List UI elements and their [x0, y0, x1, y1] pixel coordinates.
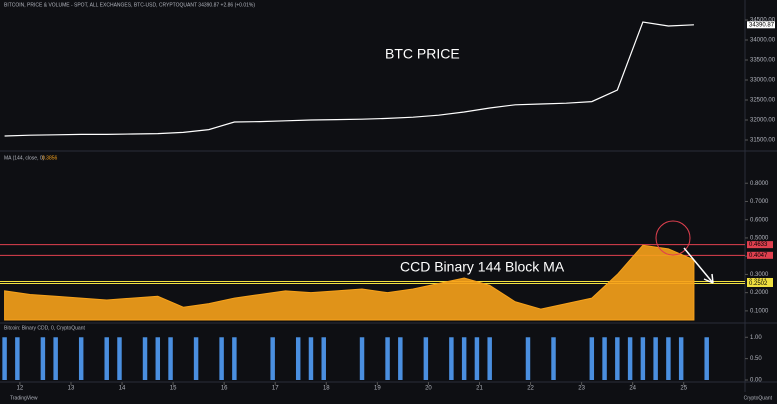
y-tick-label: 34000.00 [750, 38, 776, 44]
bar [666, 337, 671, 380]
bar [385, 337, 390, 380]
bar [615, 337, 620, 380]
bar [321, 337, 326, 380]
y-tick-label: 33000.00 [750, 78, 776, 84]
bar [155, 337, 161, 380]
x-tick-label: 13 [68, 386, 75, 392]
ma-area [4, 244, 695, 321]
x-tick-label: 22 [527, 386, 534, 392]
x-tick-label: 12 [17, 386, 24, 392]
reference-label-box [747, 241, 773, 249]
bar [53, 337, 58, 380]
x-tick-label: 17 [272, 386, 279, 392]
x-tick-label: 16 [221, 386, 228, 392]
last-value-box [747, 21, 775, 29]
bar [308, 337, 314, 380]
bar [232, 337, 237, 380]
bar [602, 337, 607, 380]
annotation: CCD Binary 144 Block MA [400, 259, 565, 275]
x-tick-label: 25 [680, 386, 687, 392]
arrow-head [703, 273, 714, 284]
bar [219, 337, 224, 380]
bar [15, 337, 20, 380]
y-tick-label: 0.2000 [750, 290, 769, 296]
reference-label-box [747, 279, 773, 287]
bar [168, 337, 173, 380]
bar [117, 337, 122, 380]
bar [461, 337, 467, 380]
y-tick-label: 1.00 [750, 335, 762, 341]
reference-label-box [747, 251, 773, 259]
bar [78, 337, 84, 380]
reference-label: 0.4633 [749, 242, 768, 248]
arrow [683, 247, 714, 284]
bar [678, 337, 684, 380]
highlight-circle [655, 220, 691, 256]
x-tick-label: 15 [170, 386, 177, 392]
pane-title: BITCOIN, PRICE & VOLUME - SPOT, ALL EXCH… [4, 2, 255, 8]
bar [449, 337, 454, 380]
y-tick-label: 31500.00 [750, 138, 776, 144]
bar [423, 337, 429, 380]
x-tick-label: 21 [476, 386, 483, 392]
bar [359, 337, 365, 380]
y-tick-label: 0.6000 [750, 217, 769, 223]
y-tick-label: 0.5000 [750, 236, 769, 242]
bar [525, 337, 531, 380]
bar [398, 337, 403, 380]
bar [627, 337, 633, 380]
x-tick-label: 20 [425, 386, 432, 392]
y-tick-label: 0.3000 [750, 272, 769, 278]
pane-value: 0.3856 [42, 155, 58, 161]
y-tick-label: 0.8000 [750, 181, 769, 187]
bar [487, 337, 492, 380]
annotation: BTC PRICE [385, 46, 460, 62]
bar [589, 337, 595, 380]
bar [142, 337, 148, 380]
y-tick-label: 34500.00 [750, 18, 776, 24]
y-tick-label: 32000.00 [750, 118, 776, 124]
y-tick-label: 0.7000 [750, 199, 769, 205]
y-tick-label: 0.1000 [750, 308, 769, 314]
bar [104, 337, 109, 380]
footer-source: TradingView [10, 395, 38, 401]
y-tick-label: 32500.00 [750, 98, 776, 104]
bar [2, 337, 7, 380]
bar [193, 337, 199, 380]
bar [551, 337, 556, 380]
reference-label: 0.2502 [749, 281, 768, 287]
reference-label: 0.4047 [749, 253, 768, 259]
price-line [4, 21, 694, 137]
x-tick-label: 18 [323, 386, 330, 392]
x-tick-label: 24 [629, 386, 636, 392]
pane-title: Bitcoin: Binary CDD, 0, CryptoQuant [4, 325, 85, 331]
bar [653, 337, 658, 380]
x-tick-label: 19 [374, 386, 381, 392]
bar [40, 337, 46, 380]
pane-title: MA (144, close, 0) [4, 155, 45, 161]
footer-brand: CryptoQuant [744, 395, 773, 401]
y-tick-label: 33500.00 [750, 58, 776, 64]
bar [704, 337, 709, 380]
x-tick-label: 14 [119, 386, 126, 392]
bar [474, 337, 480, 380]
last-value-label: 34390.87 [749, 22, 775, 28]
bar [295, 337, 301, 380]
y-tick-label: 0.50 [750, 356, 762, 362]
x-tick-label: 23 [578, 386, 585, 392]
bar [640, 337, 646, 380]
y-tick-label: 0.00 [750, 378, 762, 384]
bar [270, 337, 275, 380]
